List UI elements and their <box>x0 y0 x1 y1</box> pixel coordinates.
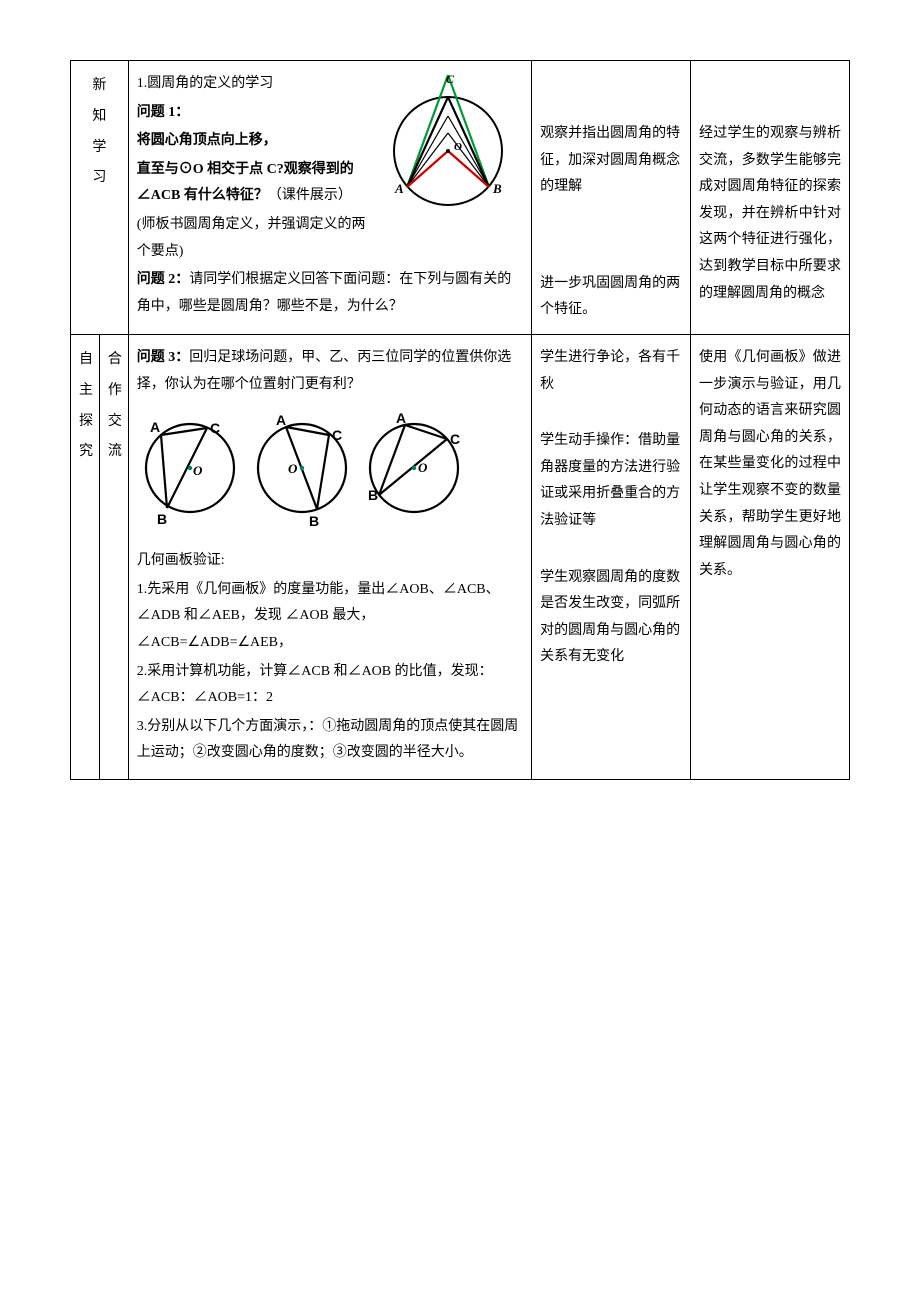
row2-figures: A C O B A C O B <box>137 412 523 530</box>
row2-note-text: 使用《几何画板》做进一步演示与验证，用几何动态的语言来研究圆周角与圆心角的关系，… <box>699 345 841 584</box>
fig1-label-b: B <box>492 181 502 196</box>
r2f2-o: O <box>288 461 298 476</box>
fig1-label-o: O <box>454 141 462 153</box>
r2f1-o: O <box>193 463 203 478</box>
row2-obs-p1: 学生进行争论，各有千秋 <box>540 345 682 398</box>
row1-obs: 观察并指出圆周角的特征，加深对圆周角概念的理解 进一步巩固圆周角的两个特征。 <box>532 61 691 335</box>
row2-obs: 学生进行争论，各有千秋 学生动手操作：借助量角器度量的方法进行验证或采用折叠重合… <box>532 334 691 779</box>
row2-gp-2: 2.采用计算机功能，计算∠ACB 和∠AOB 的比值，发现：∠ACB：∠AOB=… <box>137 659 523 712</box>
row1-obs-p1: 观察并指出圆周角的特征，加深对圆周角概念的理解 <box>540 121 682 201</box>
row1-q1-line3: (师板书圆周角定义，并强调定义的两个要点) <box>137 212 523 265</box>
row2-gp-title: 几何画板验证: <box>137 548 523 575</box>
row1-q2-text: 请同学们根据定义回答下面问题：在下列与圆有关的角中，哪些是圆周角？哪些不是，为什… <box>137 272 512 314</box>
row1-note-text: 经过学生的观察与辨析交流，多数学生能够完成对圆周角特征的探索发现，并在辨析中针对… <box>699 121 841 307</box>
r2f3-o: O <box>418 460 428 475</box>
row1-label: 新知学习 <box>92 71 106 194</box>
lesson-table: 新知学习 <box>70 60 850 780</box>
row1-figure: C O A B <box>373 71 523 211</box>
r2f3-c: C <box>450 431 460 447</box>
row2-gp-3: 3.分别从以下几个方面演示，：①拖动圆周角的顶点使其在圆周上运动；②改变圆心角的… <box>137 714 523 767</box>
row2-label-cell-2: 合作交流 <box>99 334 128 779</box>
row2-obs-p3: 学生观察圆周角的度数是否发生改变，同弧所对的圆周角与圆心角的关系有无变化 <box>540 565 682 671</box>
r2f2-c: C <box>332 427 342 443</box>
row-explore: 自主探究 合作交流 问题 3：回归足球场问题，甲、乙、丙三位同学的位置供你选择，… <box>71 334 850 779</box>
row2-note: 使用《几何画板》做进一步演示与验证，用几何动态的语言来研究圆周角与圆心角的关系，… <box>691 334 850 779</box>
r2f1-a: A <box>150 419 160 435</box>
r2f1-b: B <box>157 511 167 527</box>
row2-content: 问题 3：回归足球场问题，甲、乙、丙三位同学的位置供你选择，你认为在哪个位置射门… <box>128 334 531 779</box>
row1-obs-p2: 进一步巩固圆周角的两个特征。 <box>540 271 682 324</box>
r2f3-a: A <box>396 412 406 426</box>
fig1-label-c: C <box>446 72 455 86</box>
row1-content: C O A B 1.圆周角的定义的学习 问题 1： 将圆心角顶点向上移， 直至与… <box>128 61 531 335</box>
row1-q1-line2b: （课件展示） <box>268 188 352 203</box>
r2f3-b: B <box>368 487 378 503</box>
row2-gp-1: 1.先采用《几何画板》的度量功能，量出∠AOB、∠ACB、∠ADB 和∠AEB，… <box>137 577 523 657</box>
fig1-label-a: A <box>394 181 404 196</box>
row2-obs-p2: 学生动手操作：借助量角器度量的方法进行验证或采用折叠重合的方法验证等 <box>540 428 682 534</box>
row2-fig1: A C O B <box>137 412 243 530</box>
row1-label-cell: 新知学习 <box>71 61 129 335</box>
row2-label1: 自主探究 <box>79 345 93 468</box>
row2-fig3: A C O B <box>361 412 467 530</box>
row2-fig2: A C O B <box>249 412 355 530</box>
r2f2-a: A <box>276 412 286 428</box>
row-new-knowledge: 新知学习 <box>71 61 850 335</box>
r2f1-c: C <box>210 420 220 436</box>
row1-q2-label: 问题 2： <box>137 272 190 287</box>
row2-q3-label: 问题 3： <box>137 350 190 365</box>
r2f2-b: B <box>309 513 319 529</box>
row2-label2: 合作交流 <box>108 345 122 468</box>
row2-q3-text: 回归足球场问题，甲、乙、丙三位同学的位置供你选择，你认为在哪个位置射门更有利？ <box>137 350 512 392</box>
row1-note: 经过学生的观察与辨析交流，多数学生能够完成对圆周角特征的探索发现，并在辨析中针对… <box>691 61 850 335</box>
row2-label-cell-1: 自主探究 <box>71 334 100 779</box>
